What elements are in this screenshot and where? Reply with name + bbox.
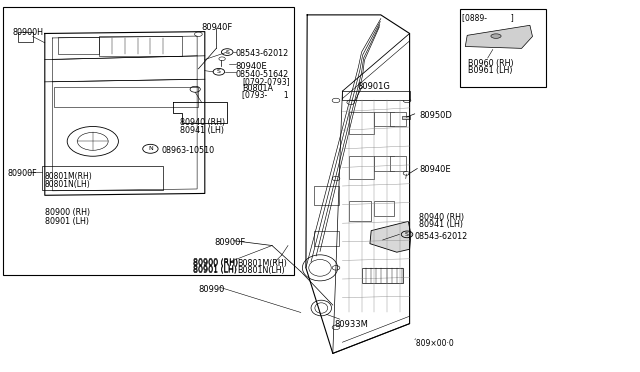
Text: 08963-10510: 08963-10510 [161,146,214,155]
Text: B0960 (RH): B0960 (RH) [468,59,514,68]
Text: 80940E: 80940E [419,165,451,174]
Bar [99,36,182,56]
Text: B0961 (LH): B0961 (LH) [468,66,513,75]
Text: 80990: 80990 [198,285,225,294]
Text: [0889-          ]: [0889- ] [462,13,514,22]
Text: S: S [225,49,229,55]
Text: 80941 (LH): 80941 (LH) [419,220,463,229]
Bar [349,156,374,179]
Bar [314,231,339,246]
Text: 80801N(LH): 80801N(LH) [45,180,90,189]
Text: [0793-       1: [0793- 1 [242,90,289,99]
Bar [374,112,394,126]
Bar [390,112,406,126]
Text: S: S [405,232,409,237]
Bar [58,37,99,54]
Text: 80901 (LH): 80901 (LH) [193,265,237,274]
Text: 80940F: 80940F [202,23,233,32]
Text: 08543-62012: 08543-62012 [415,232,468,241]
Bar [374,156,394,171]
Text: 80900H: 80900H [13,28,44,37]
Bar [374,201,394,216]
Bar [402,116,410,119]
Text: B0801A: B0801A [242,84,273,93]
Text: 80933M: 80933M [335,320,369,329]
Text: 80801M(RH): 80801M(RH) [45,172,93,181]
Text: 80950D: 80950D [419,111,452,120]
Text: 80900F: 80900F [8,169,37,178]
Bar [18,32,33,42]
Text: 80940E: 80940E [236,62,267,71]
Text: S: S [217,69,221,74]
Bar [390,156,406,171]
Polygon shape [465,25,532,48]
Text: 08540-51642: 08540-51642 [236,70,289,79]
Text: 80940 (RH): 80940 (RH) [419,213,465,222]
Text: 80900F: 80900F [214,238,246,247]
Text: 80901G: 80901G [357,82,390,91]
Text: B0801N(LH): B0801N(LH) [237,266,285,275]
Text: 80900 (RH): 80900 (RH) [193,259,239,267]
Text: 80901 (LH): 80901 (LH) [45,217,89,225]
Text: ´809×00·0: ´809×00·0 [413,339,454,348]
Text: 80900 (RH): 80900 (RH) [45,208,90,217]
Bar [349,112,374,134]
Bar [342,91,410,100]
Bar [54,87,198,107]
Bar [362,268,403,283]
Text: 80940 (RH): 80940 (RH) [180,118,226,127]
Text: 08543-62012: 08543-62012 [236,49,289,58]
Ellipse shape [491,34,501,38]
Bar [314,186,339,205]
Text: 80901 (LH): 80901 (LH) [193,266,237,275]
Bar [349,201,371,221]
Text: B0801M(RH): B0801M(RH) [237,259,287,267]
Text: [0792-0793]: [0792-0793] [242,77,289,86]
Polygon shape [370,221,411,252]
Bar [460,9,546,87]
Text: 80900 (RH): 80900 (RH) [193,258,239,267]
Bar [42,166,163,190]
Text: 80941 (LH): 80941 (LH) [180,126,225,135]
Text: N: N [148,146,153,151]
Bar [3,7,294,275]
